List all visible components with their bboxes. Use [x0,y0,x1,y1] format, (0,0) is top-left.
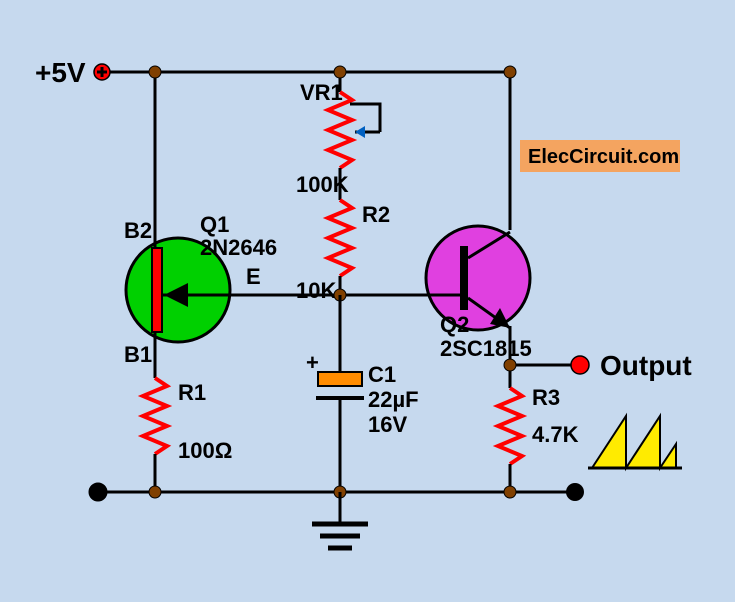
q1-b2-label: B2 [124,218,152,243]
output-label: Output [600,350,692,381]
sawtooth-waveform-icon [588,416,682,468]
c1-plus: + [306,350,319,375]
npn-q2: Q2 2SC1815 [426,226,532,361]
resistor-r1: R1 100Ω [143,378,232,463]
schematic-canvas: ElecCircuit.com +5V VR1 100K R2 10K [0,0,735,602]
q1-part: 2N2646 [200,235,277,260]
right-terminal [566,483,584,501]
r3-value: 4.7K [532,422,579,447]
resistor-r2: R2 10K [296,200,390,303]
q2-name: Q2 [440,312,469,337]
node-top-left [149,66,161,78]
resistor-r3: R3 4.7K [498,385,579,464]
capacitor-c1: + C1 22µF 16V [306,350,419,437]
q1-name: Q1 [200,212,229,237]
potentiometer-vr1: VR1 100K [296,80,380,197]
r2-name: R2 [362,202,390,227]
r1-value: 100Ω [178,438,232,463]
q1-b1-label: B1 [124,342,152,367]
node-output [504,359,516,371]
brand-text: ElecCircuit.com [528,146,679,168]
node-top-mid [334,66,346,78]
r2-value: 10K [296,278,336,303]
c1-value2: 16V [368,412,407,437]
vr1-name: VR1 [300,80,343,105]
q1-e-label: E [246,264,261,289]
q2-part: 2SC1815 [440,336,532,361]
c1-name: C1 [368,362,396,387]
c1-value1: 22µF [368,387,419,412]
r3-name: R3 [532,385,560,410]
ground-symbol [312,492,368,548]
node-top-right [504,66,516,78]
output-terminal-dot [571,356,589,374]
supply-label: +5V [35,57,86,88]
r1-name: R1 [178,380,206,405]
